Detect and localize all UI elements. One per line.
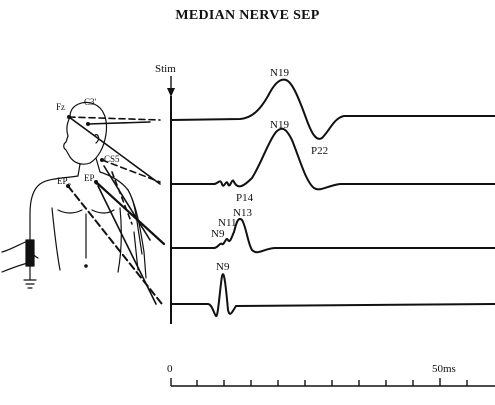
lead-c3-trace1 <box>87 121 151 125</box>
label-ep2: EP2 <box>57 176 72 190</box>
lead-ep1-trace4 <box>97 185 157 305</box>
head-outline <box>63 101 108 165</box>
lead-cs5-trace3 <box>103 165 151 241</box>
lead-fz-c3 <box>68 116 161 121</box>
peak-trace3-n9: N9 <box>211 228 225 240</box>
peak-trace3-n11: N11 <box>218 217 237 229</box>
ear-outline <box>94 134 100 144</box>
time-axis-end-label: 50ms <box>432 363 456 375</box>
time-axis-start-label: 0 <box>167 363 173 375</box>
chest-lines <box>57 209 115 214</box>
trace-2-waveform <box>171 127 495 191</box>
label-cs5: CS5 <box>104 154 120 164</box>
stim-label: Stim <box>155 63 176 75</box>
torso-side-right <box>117 207 122 273</box>
label-ep1-main: EP <box>84 173 95 183</box>
figure-title: MEDIAN NERVE SEP <box>175 8 320 23</box>
lead-shoulder-dashed <box>111 171 133 225</box>
neck-outline <box>77 157 101 177</box>
peak-trace3-n13: N13 <box>233 207 252 219</box>
navel <box>84 264 88 268</box>
lead-cs5-trace2 <box>101 159 161 183</box>
stimulation-cuff <box>25 239 35 267</box>
time-axis <box>170 378 495 387</box>
trace-3-waveform <box>171 218 495 254</box>
body-illustration <box>1 101 147 289</box>
peak-trace4-n9: N9 <box>216 261 230 273</box>
ground-lead <box>23 265 37 289</box>
stim-arrow <box>167 76 175 97</box>
label-ep2-sub: 2 <box>68 182 72 190</box>
trace-4-waveform <box>171 273 495 318</box>
label-ep2-main: EP <box>57 176 68 186</box>
label-c3: C3' <box>84 97 97 107</box>
label-fz: Fz <box>56 102 65 112</box>
label-ep1: EP1 <box>84 173 99 187</box>
sep-traces <box>171 78 495 318</box>
lead-fz-trace2 <box>68 116 161 185</box>
trace-1-waveform <box>171 78 495 140</box>
torso-side-left <box>51 207 61 271</box>
lead-ep1-trace3 <box>94 180 166 246</box>
peak-trace2-n19: N19 <box>270 119 289 131</box>
peak-trace2-p14: P14 <box>236 192 254 204</box>
peak-trace1-p22: P22 <box>311 145 328 157</box>
lead-wires <box>67 116 166 305</box>
peak-trace1-n19: N19 <box>270 67 289 79</box>
